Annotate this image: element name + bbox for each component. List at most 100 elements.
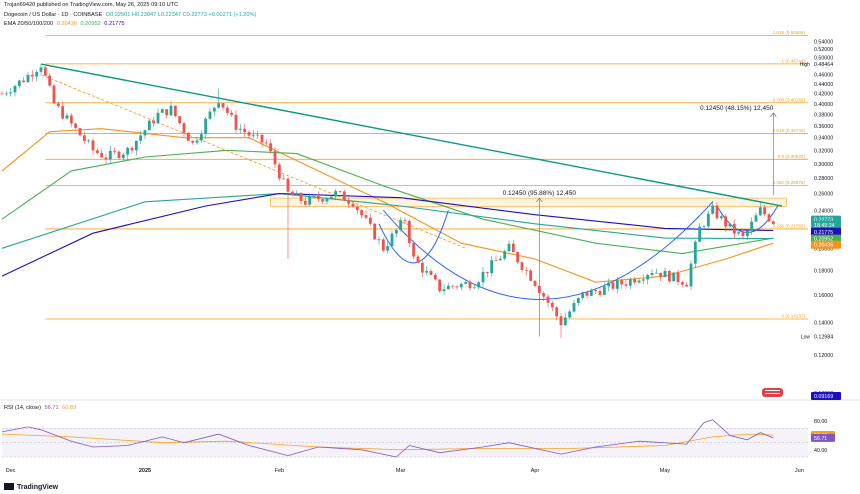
candle (22, 77, 26, 83)
candle-body (654, 272, 658, 274)
measure-label: 0.12450 (48.15%) 12,450 (700, 105, 774, 112)
candle-body (173, 105, 177, 117)
candle (199, 130, 203, 143)
tradingview-logo[interactable]: TradingView (4, 483, 58, 491)
candle-body (607, 282, 611, 287)
rsi-legend[interactable]: RSI (14, close) 56.71 60.69 (4, 405, 78, 411)
candle (277, 162, 281, 181)
price-axis-badge-text: 0.48464 (814, 62, 833, 68)
candle (351, 200, 355, 209)
price-tag-caption: High (800, 62, 811, 68)
candle (126, 146, 130, 160)
candle (360, 208, 364, 219)
price-axis-tick: 0.50000 (814, 55, 833, 61)
price-axis-badge-text: 0.21775 (814, 230, 833, 236)
candle-body (533, 280, 537, 286)
candle-body (212, 107, 216, 112)
candle-body (498, 258, 502, 261)
rsi-axis-tick: 40.00 (814, 448, 827, 454)
candle (546, 293, 550, 308)
price-axis-badge (811, 227, 841, 236)
candle (464, 279, 468, 285)
candle-body (143, 130, 147, 136)
candle-body (771, 221, 775, 224)
candle-body (308, 196, 312, 205)
candle-body (325, 198, 329, 202)
candle (399, 217, 403, 232)
symbol-line: Dogecoin / US Dollar · 1D · COINBASE O0.… (4, 12, 258, 18)
candle-body (234, 114, 238, 130)
candle-body (312, 196, 316, 197)
candle-body (520, 262, 524, 270)
candle (373, 222, 377, 241)
candle-body (82, 135, 86, 141)
fib-level-label: 0.5 (0.30622) (778, 154, 806, 159)
candle-body (191, 140, 195, 143)
rsi-band (2, 428, 808, 457)
candle (602, 282, 606, 296)
candle (347, 196, 351, 209)
ema-label: EMA 20/50/100/200 (4, 21, 54, 27)
candle-body (750, 221, 754, 231)
ema-legend[interactable]: EMA 20/50/100/200 0.20436 0.20952 0.2177… (4, 21, 127, 27)
candle (321, 198, 325, 205)
publisher-line: Trojan69420 published on TradingView.com… (4, 2, 179, 8)
candle (78, 127, 82, 136)
candle-body (464, 282, 468, 284)
candle-body (689, 263, 693, 287)
flag-icon[interactable] (762, 388, 783, 397)
candle (689, 259, 693, 291)
candle (594, 287, 598, 294)
candle (654, 268, 658, 274)
candle (100, 149, 104, 159)
candle-body (468, 282, 472, 289)
candle-body (585, 292, 589, 296)
candle (52, 83, 56, 105)
price-axis-tick: 0.54000 (814, 39, 833, 45)
candle-body (95, 150, 99, 154)
candle-body (494, 260, 498, 261)
candle (685, 282, 689, 287)
candle (342, 189, 346, 201)
candle (737, 231, 741, 236)
candle (615, 276, 619, 294)
candle (56, 101, 60, 109)
candle-body (329, 196, 333, 199)
candle (585, 292, 589, 299)
fib-level-label: 0.786 (0.40182) (773, 97, 806, 102)
candle-body (295, 192, 299, 196)
rsi-value: 56.71 (44, 405, 59, 411)
candle-body (628, 279, 632, 286)
candle-body (407, 220, 411, 244)
candle-body (256, 134, 260, 136)
candle-body (555, 307, 559, 317)
candle (477, 280, 481, 290)
candle-body (680, 282, 684, 285)
time-axis-tick: 2025 (139, 468, 151, 474)
candle (511, 240, 515, 253)
candle (308, 193, 312, 207)
candle (43, 65, 47, 77)
candle-body (334, 191, 338, 197)
candle (9, 87, 13, 97)
candle (490, 255, 494, 277)
candle-body (355, 206, 359, 211)
candle (173, 105, 177, 118)
candle-body (9, 92, 13, 94)
measure-arrowhead (536, 197, 543, 203)
candle (251, 130, 255, 139)
candle (61, 101, 65, 120)
candle (706, 210, 710, 231)
candle-body (87, 140, 91, 142)
candle-body (446, 285, 450, 290)
candle-body (598, 291, 602, 295)
candle-body (316, 196, 320, 200)
candle-body (43, 67, 47, 76)
symbol-name: Dogecoin / US Dollar · 1D · COINBASE (4, 12, 103, 18)
candle (355, 205, 359, 214)
rsi-line (1, 419, 774, 458)
candle (498, 255, 502, 261)
candle (160, 108, 164, 114)
ohlc-values: O0.22501 H0.23047 L0.22347 C0.22773 +0.0… (105, 12, 257, 18)
